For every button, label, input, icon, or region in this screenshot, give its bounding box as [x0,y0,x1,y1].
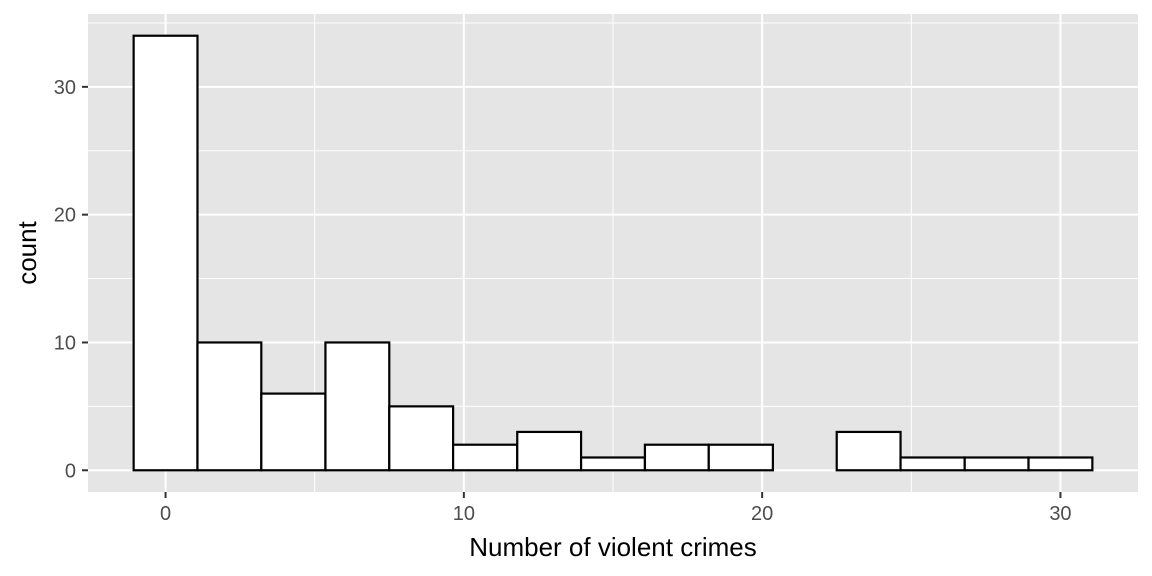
histogram-bar [963,456,1030,472]
y-axis: 0 10 20 30 [54,77,88,482]
x-tick-label: 10 [453,503,475,525]
histogram-bar [516,430,583,472]
x-tick-label: 20 [751,503,773,525]
histogram-bar [579,456,647,472]
histogram-bar [452,443,519,472]
histogram-bar [196,341,263,472]
y-tick-label: 20 [54,205,76,227]
x-tick-label: 30 [1049,503,1071,525]
y-tick-label: 30 [54,77,76,99]
histogram-bar [707,443,774,472]
y-tick-label: 0 [65,460,76,482]
histogram-bar [260,392,327,472]
y-tick-label: 10 [54,332,76,354]
x-axis: 0 10 20 30 [160,492,1072,525]
histogram-bar [1027,456,1094,472]
histogram-bars [132,34,1094,472]
histogram-bar [132,34,199,472]
histogram-bar [899,456,966,472]
histogram-bar [324,341,391,472]
x-tick-label: 0 [160,503,171,525]
x-axis-title: Number of violent crimes [469,532,757,562]
histogram-bar [835,430,902,472]
histogram-bar [643,443,710,472]
y-axis-title: count [12,220,42,284]
histogram-bar [388,405,455,472]
